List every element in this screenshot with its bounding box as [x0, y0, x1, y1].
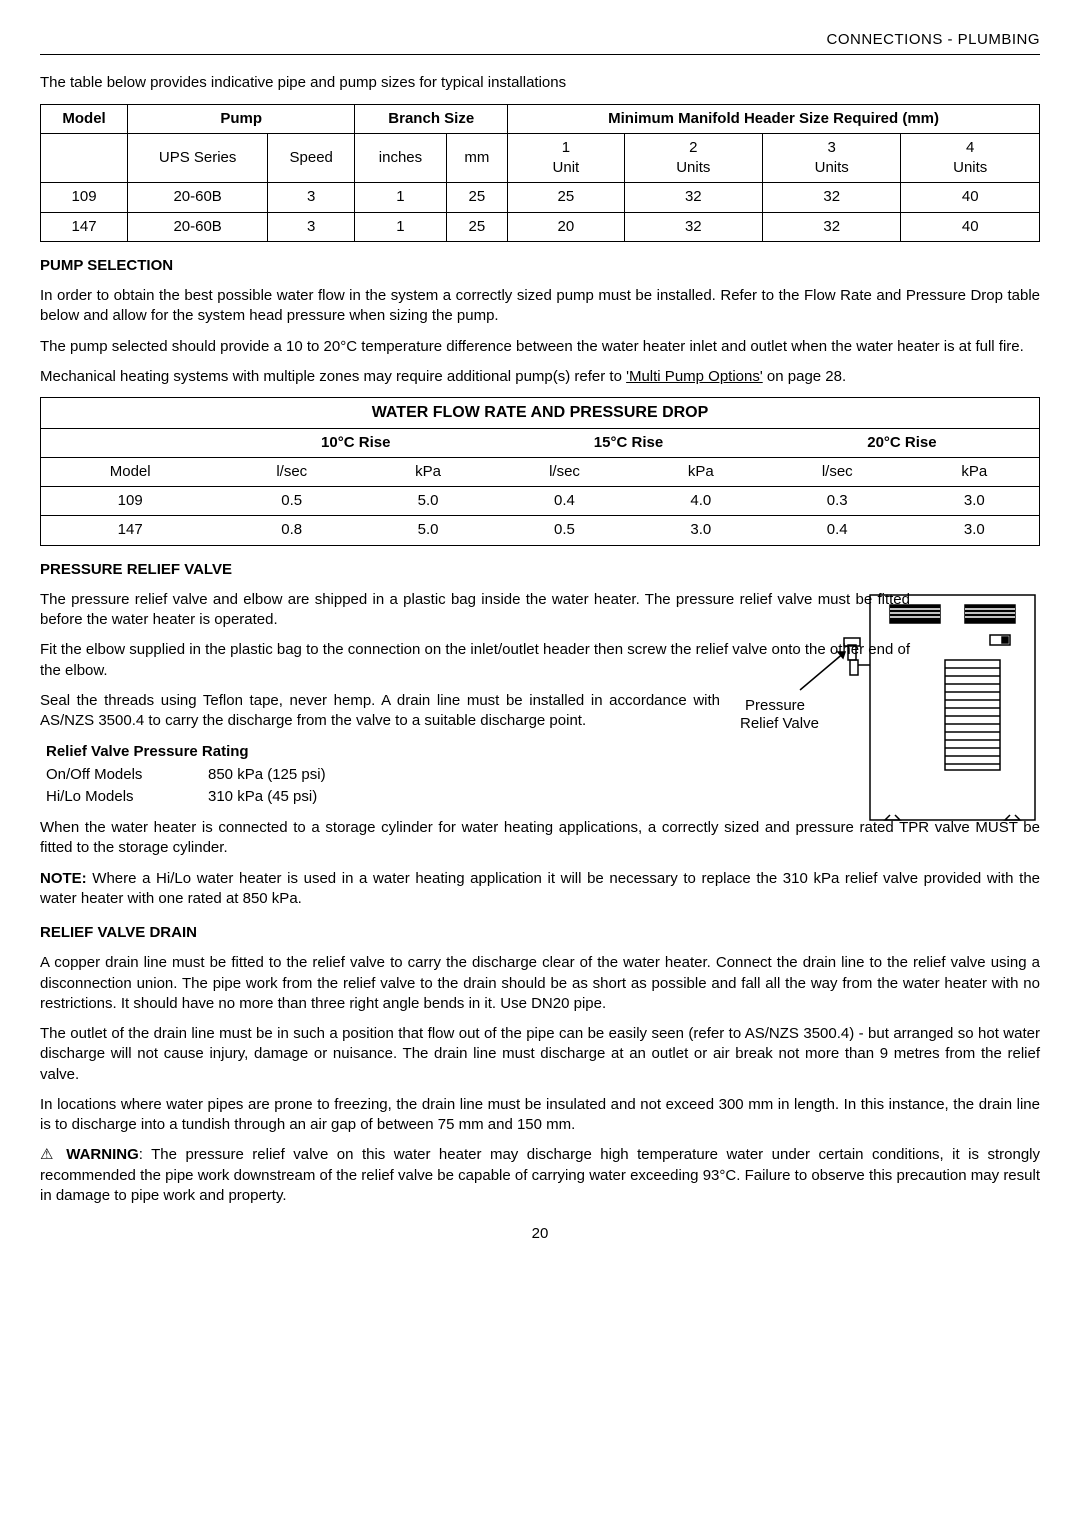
drain-p2: The outlet of the drain line must be in … [40, 1024, 1040, 1085]
drain-title: RELIEF VALVE DRAIN [40, 923, 1040, 943]
rating-label: Hi/Lo Models [40, 786, 202, 808]
cell: 0.3 [765, 487, 910, 516]
cell: 20 [508, 212, 624, 241]
cell: 0.5 [492, 516, 637, 545]
cell: 4.0 [637, 487, 765, 516]
cell: 1 [355, 212, 446, 241]
th-branch: Branch Size [355, 104, 508, 133]
cell: 3 [268, 183, 355, 212]
multi-pump-link: 'Multi Pump Options' [626, 368, 763, 385]
th-ups: UPS Series [128, 133, 268, 183]
note-body: Where a Hi/Lo water heater is used in a … [40, 870, 1040, 907]
cell: 147 [41, 516, 220, 545]
cell: 109 [41, 183, 128, 212]
table-row: 147 20-60B 3 1 25 20 32 32 40 [41, 212, 1040, 241]
cell: 32 [763, 183, 901, 212]
th-inches: inches [355, 133, 446, 183]
cell: 32 [763, 212, 901, 241]
th-mm: mm [446, 133, 508, 183]
cell: 32 [624, 183, 762, 212]
cell: 25 [446, 212, 508, 241]
rating-value: 850 kPa (125 psi) [202, 764, 380, 786]
cell: 0.5 [219, 487, 364, 516]
page: CONNECTIONS - PLUMBING The table below p… [0, 0, 1080, 1264]
th-kpa: kPa [364, 457, 492, 486]
th-10c: 10°C Rise [219, 428, 492, 457]
pump-selection-title: PUMP SELECTION [40, 256, 1040, 276]
cell: 40 [901, 212, 1040, 241]
th-15c: 15°C Rise [492, 428, 765, 457]
table-row: 109 0.5 5.0 0.4 4.0 0.3 3.0 [41, 487, 1040, 516]
cell: 40 [901, 183, 1040, 212]
th-4unit: 4Units [901, 133, 1040, 183]
th-pump: Pump [128, 104, 355, 133]
note-text: NOTE: Where a Hi/Lo water heater is used… [40, 869, 1040, 910]
page-number: 20 [40, 1224, 1040, 1244]
cell: 3.0 [637, 516, 765, 545]
cell: 32 [624, 212, 762, 241]
text: on page 28. [763, 368, 846, 385]
th-speed: Speed [268, 133, 355, 183]
rating-label: On/Off Models [40, 764, 202, 786]
th-kpa: kPa [637, 457, 765, 486]
table2-title: WATER FLOW RATE AND PRESSURE DROP [41, 398, 1040, 429]
cell: 3.0 [910, 516, 1040, 545]
rating-title: Relief Valve Pressure Rating [40, 741, 380, 763]
warning-body: : The pressure relief valve on this wate… [40, 1146, 1040, 1204]
note-label: NOTE: [40, 870, 87, 887]
th-blank [41, 133, 128, 183]
prv-p3: Seal the threads using Teflon tape, neve… [40, 691, 720, 732]
th-20c: 20°C Rise [765, 428, 1040, 457]
pump-selection-p1: In order to obtain the best possible wat… [40, 286, 1040, 327]
th-model2: Model [41, 457, 220, 486]
cell: 0.8 [219, 516, 364, 545]
pipe-pump-table: Model Pump Branch Size Minimum Manifold … [40, 104, 1040, 242]
warning-text: ⚠ WARNING: The pressure relief valve on … [40, 1145, 1040, 1206]
cell: 1 [355, 183, 446, 212]
heater-diagram: Pressure Relief Valve [730, 590, 1040, 830]
warning-icon: ⚠ [40, 1146, 66, 1163]
flow-rate-table: WATER FLOW RATE AND PRESSURE DROP 10°C R… [40, 397, 1040, 546]
cell: 5.0 [364, 487, 492, 516]
th-lsec: l/sec [765, 457, 910, 486]
th-3unit: 3Units [763, 133, 901, 183]
text: Mechanical heating systems with multiple… [40, 368, 626, 385]
diagram-label-1: Pressure [745, 697, 805, 714]
th-kpa: kPa [910, 457, 1040, 486]
page-header: CONNECTIONS - PLUMBING [40, 30, 1040, 55]
cell: 25 [508, 183, 624, 212]
cell: 0.4 [765, 516, 910, 545]
cell: 20-60B [128, 183, 268, 212]
blank [41, 428, 220, 457]
intro-text: The table below provides indicative pipe… [40, 73, 1040, 93]
cell: 0.4 [492, 487, 637, 516]
prv-title: PRESSURE RELIEF VALVE [40, 560, 1040, 580]
th-1unit: 1Unit [508, 133, 624, 183]
diagram-label-2: Relief Valve [740, 715, 819, 732]
cell: 109 [41, 487, 220, 516]
cell: 147 [41, 212, 128, 241]
table-row: 147 0.8 5.0 0.5 3.0 0.4 3.0 [41, 516, 1040, 545]
cell: 3.0 [910, 487, 1040, 516]
rating-value: 310 kPa (45 psi) [202, 786, 380, 808]
th-lsec: l/sec [492, 457, 637, 486]
pump-selection-p3: Mechanical heating systems with multiple… [40, 367, 1040, 387]
pump-selection-p2: The pump selected should provide a 10 to… [40, 337, 1040, 357]
drain-p1: A copper drain line must be fitted to th… [40, 953, 1040, 1014]
cell: 5.0 [364, 516, 492, 545]
th-model: Model [41, 104, 128, 133]
drain-p3: In locations where water pipes are prone… [40, 1095, 1040, 1136]
cell: 20-60B [128, 212, 268, 241]
cell: 3 [268, 212, 355, 241]
rating-table: Relief Valve Pressure Rating On/Off Mode… [40, 741, 380, 808]
prv-block: Pressure Relief Valve The pressure relie… [40, 590, 1040, 808]
cell: 25 [446, 183, 508, 212]
table-row: 109 20-60B 3 1 25 25 32 32 40 [41, 183, 1040, 212]
warning-label: WARNING [66, 1146, 139, 1163]
th-2unit: 2Units [624, 133, 762, 183]
th-manifold: Minimum Manifold Header Size Required (m… [508, 104, 1040, 133]
th-lsec: l/sec [219, 457, 364, 486]
